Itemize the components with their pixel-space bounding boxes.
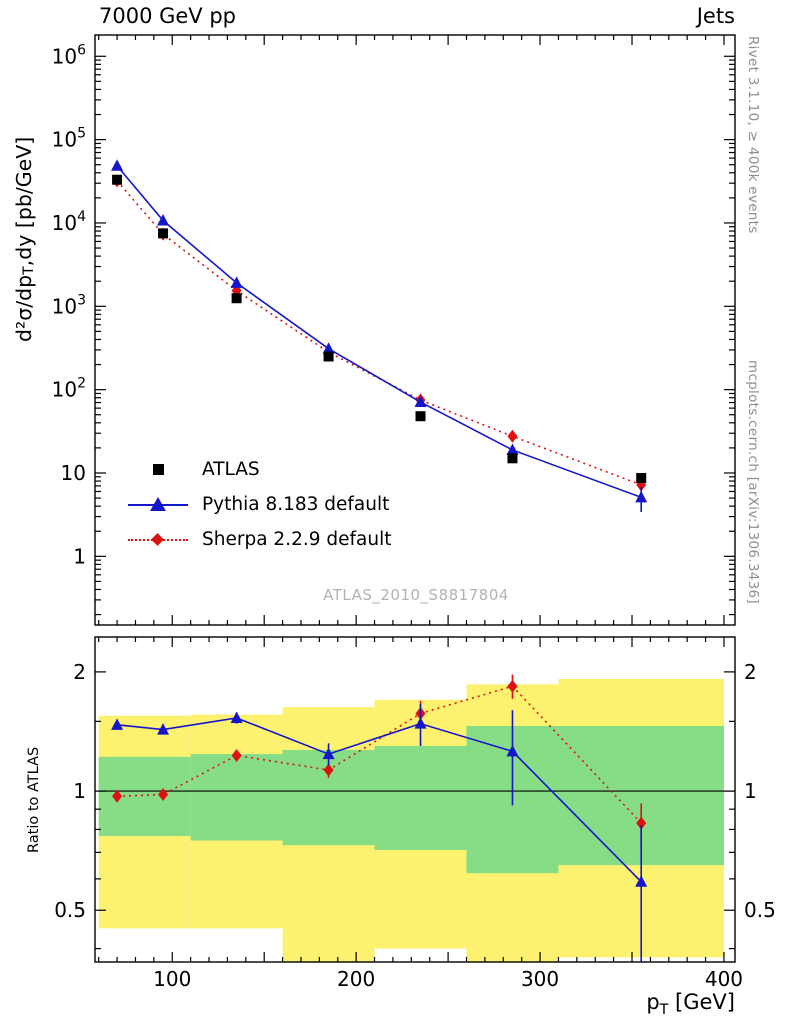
data-point-triangle: [157, 214, 170, 226]
y-axis-title-spectrum: d²σ/dpT,dy [pb/GeV]: [12, 30, 38, 342]
spectrum-panel-ticks: 1 10 102 103 104 105 106: [52, 35, 735, 625]
ratio-tick-label-left: 1: [73, 779, 86, 803]
x-tick-label: 200: [337, 967, 375, 991]
ratio-uncertainty-bands: [98, 678, 724, 962]
x-tick-label: 100: [153, 967, 191, 991]
series-sherpa: [112, 174, 647, 492]
data-point-triangle: [322, 747, 335, 760]
legend: ATLAS Pythia 8.183 default Sherpa 2.2.9 …: [128, 452, 391, 557]
data-point-triangle: [635, 875, 648, 887]
data-point-triangle: [506, 744, 519, 757]
ratio-tick-label-left: 2: [73, 660, 86, 684]
ratio-tick-label-right: 0.5: [744, 898, 776, 922]
data-point-triangle: [635, 490, 648, 503]
square-marker-icon: [153, 463, 164, 475]
analysis-id-watermark: ATLAS_2010_S8817804: [323, 586, 509, 604]
data-point-diamond: [507, 679, 518, 693]
data-point-square: [112, 174, 123, 185]
data-point-diamond: [112, 789, 123, 803]
y-axis-title-sub: T: [21, 266, 38, 275]
series-atlas: [112, 174, 647, 484]
data-point-triangle: [230, 711, 243, 723]
data-point-square: [415, 411, 426, 422]
ratio-tick-label-right: 2: [744, 660, 757, 684]
legend-item-atlas: ATLAS: [128, 452, 391, 487]
legend-item-sherpa: Sherpa 2.2.9 default: [128, 522, 391, 557]
data-point-triangle: [414, 395, 427, 408]
data-point-diamond: [636, 816, 647, 830]
x-axis-title-post: [GeV]: [668, 990, 735, 1014]
green-band-segment: [190, 754, 283, 841]
x-axis-title-pre: p: [646, 990, 660, 1014]
process-title: Jets: [696, 4, 735, 28]
data-point-triangle: [111, 159, 124, 171]
ratio-panel-frame: [94, 636, 736, 963]
data-point-triangle: [111, 718, 124, 730]
data-point-triangle: [322, 342, 335, 354]
legend-label-atlas: ATLAS: [202, 459, 260, 480]
x-axis-title: pT [GeV]: [646, 990, 735, 1018]
legend-label-sherpa: Sherpa 2.2.9 default: [202, 529, 392, 550]
legend-item-pythia: Pythia 8.183 default: [128, 487, 391, 522]
y-tick-label: 106: [52, 42, 86, 68]
data-point-triangle: [414, 717, 427, 729]
mcplots-citation-label: mcplots.cern.ch [arXiv:1306.3436]: [745, 360, 761, 604]
data-point-square: [158, 228, 169, 239]
y-axis-title-ratio: Ratio to ATLAS: [26, 746, 42, 854]
x-tick-label: 300: [521, 967, 559, 991]
y-tick-label: 10: [61, 461, 86, 485]
legend-label-pythia: Pythia 8.183 default: [202, 494, 390, 515]
series-pythia: [111, 159, 648, 513]
spectrum-panel-frame: [94, 34, 736, 626]
y-tick-label: 105: [52, 126, 86, 152]
data-point-diamond: [323, 763, 334, 777]
atlas-square-marker-icon: [128, 459, 188, 481]
green-band-segment: [374, 745, 467, 850]
ratio-panel-ticks: 100 200 300 400 0.5 0.5 1 1 2 2: [54, 637, 776, 991]
y-tick-label: 102: [52, 376, 86, 402]
sherpa-dotted-line-diamond-icon: [128, 529, 188, 551]
rivet-version-label: Rivet 3.1.10, ≥ 400k events: [745, 36, 761, 234]
series-pythia: [111, 703, 648, 962]
y-tick-label: 104: [52, 209, 86, 235]
data-point-square: [507, 453, 518, 464]
pythia-line-triangle-icon: [128, 494, 188, 516]
y-tick-label: 1: [73, 544, 86, 568]
beam-energy-title: 7000 GeV pp: [99, 4, 237, 28]
x-axis-title-sub: T: [659, 1002, 669, 1019]
data-point-diamond: [231, 748, 242, 762]
data-point-triangle: [230, 276, 243, 288]
data-point-square: [231, 293, 242, 304]
y-axis-title-pre: d²σ/dp: [12, 274, 36, 342]
data-point-square: [636, 473, 647, 484]
diamond-marker-icon: [151, 532, 164, 546]
triangle-marker-icon: [150, 496, 166, 511]
series-sherpa: [112, 674, 647, 846]
data-point-triangle: [506, 443, 519, 455]
data-point-triangle: [157, 723, 170, 735]
y-tick-label: 103: [52, 292, 86, 318]
data-point-diamond: [158, 788, 169, 802]
ratio-tick-label-right: 1: [744, 779, 757, 803]
data-point-diamond: [507, 429, 518, 443]
ratio-tick-label-left: 0.5: [54, 898, 86, 922]
y-axis-title-post: ,dy [pb/GeV]: [12, 136, 36, 267]
x-tick-label: 400: [705, 967, 743, 991]
data-point-square: [323, 351, 334, 362]
